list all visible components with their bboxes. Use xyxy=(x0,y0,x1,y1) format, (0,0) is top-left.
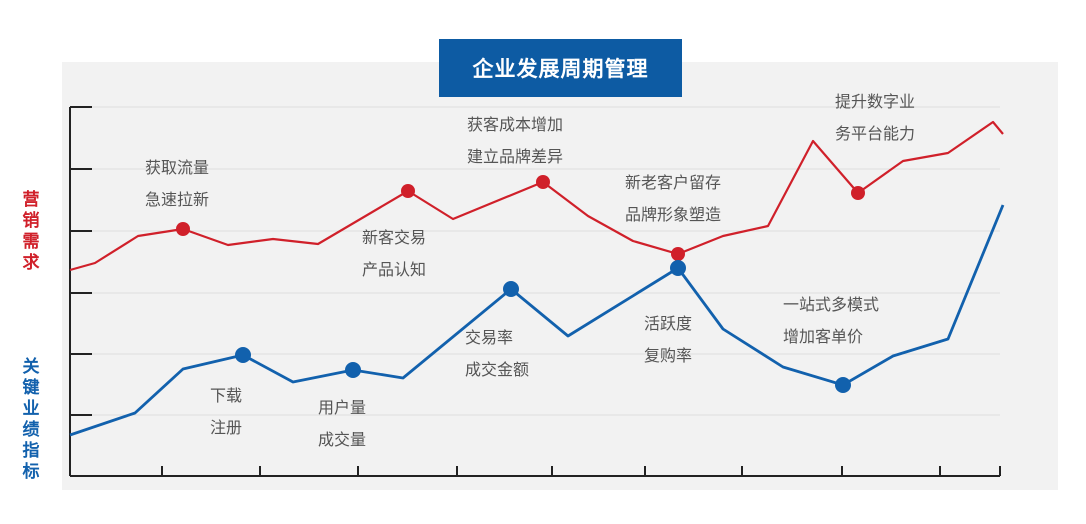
chart-panel xyxy=(62,62,1058,490)
axis-label-char: 标 xyxy=(22,462,40,482)
axis-label-char: 营 xyxy=(22,190,40,210)
axis-label-char: 指 xyxy=(22,441,40,461)
annotation-text: 下载 xyxy=(210,386,242,405)
red-series-point xyxy=(671,247,685,261)
axis-label-char: 绩 xyxy=(22,420,40,440)
axis-label-char: 销 xyxy=(22,211,40,231)
annotation-text: 活跃度 xyxy=(644,314,692,333)
annotation-text: 急速拉新 xyxy=(145,190,209,209)
axis-label-char: 业 xyxy=(22,399,40,419)
blue-series-axis-label: 关键业绩指标 xyxy=(18,357,44,483)
red-series-point xyxy=(536,175,550,189)
annotation-text: 提升数字业 xyxy=(835,92,915,111)
axis-label-char: 求 xyxy=(22,253,40,273)
annotation-text: 品牌形象塑造 xyxy=(625,205,721,224)
annotation-text: 建立品牌差异 xyxy=(467,147,563,166)
annotation-text: 一站式多模式 xyxy=(783,295,879,314)
blue-series-point xyxy=(235,347,251,363)
blue-series-point xyxy=(835,377,851,393)
annotation-text: 用户量 xyxy=(318,398,366,417)
annotation-text: 新老客户留存 xyxy=(625,173,721,192)
annotation-text: 务平台能力 xyxy=(835,124,915,143)
red-series-point xyxy=(851,186,865,200)
blue-series-point xyxy=(345,362,361,378)
annotation-text: 成交量 xyxy=(318,430,366,449)
annotation-text: 产品认知 xyxy=(362,260,426,279)
red-series-line xyxy=(69,120,1004,272)
blue-series-point xyxy=(503,281,519,297)
annotation-text: 新客交易 xyxy=(362,228,426,247)
axis-label-char: 需 xyxy=(22,232,40,252)
annotation-text: 复购率 xyxy=(644,346,692,365)
chart-title: 企业发展周期管理 xyxy=(439,39,682,97)
annotation-text: 交易率 xyxy=(465,328,513,347)
blue-series-point xyxy=(670,260,686,276)
blue-series-line xyxy=(69,204,1005,437)
red-series-axis-label: 营销需求 xyxy=(18,190,44,274)
red-series-point xyxy=(176,222,190,236)
annotation-text: 增加客单价 xyxy=(783,327,863,346)
red-series-point xyxy=(401,184,415,198)
annotation-text: 获客成本增加 xyxy=(467,115,563,134)
annotation-text: 注册 xyxy=(210,418,242,437)
annotation-text: 获取流量 xyxy=(145,158,209,177)
axis-label-char: 键 xyxy=(22,378,40,398)
annotation-text: 成交金额 xyxy=(465,360,529,379)
axis-label-char: 关 xyxy=(22,357,40,377)
